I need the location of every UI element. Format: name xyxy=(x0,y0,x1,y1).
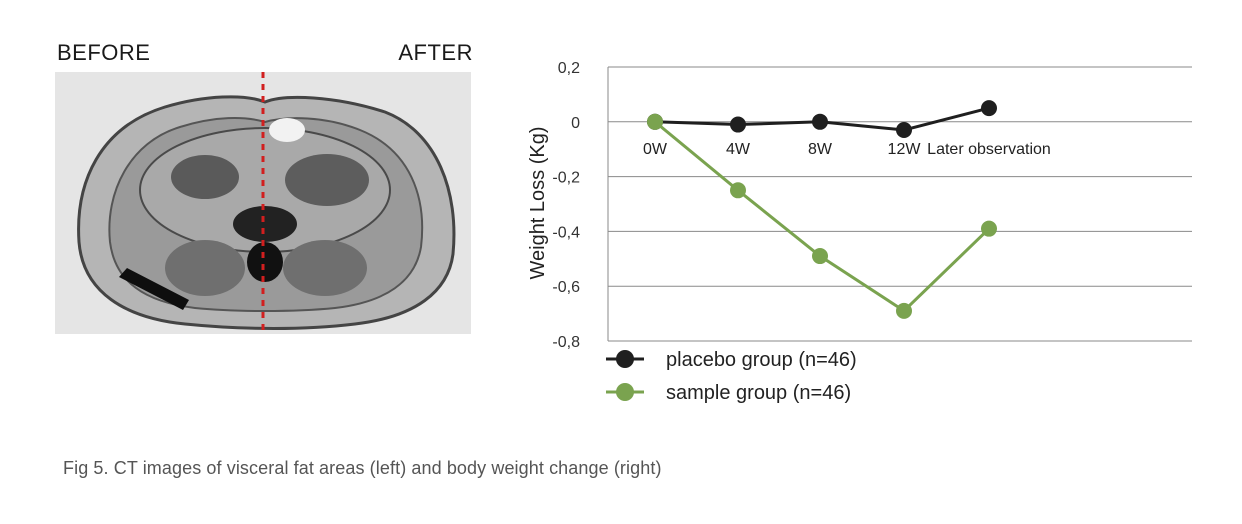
legend-marker-0 xyxy=(616,350,634,368)
data-point xyxy=(730,182,746,199)
weight-chart: 0,2 0 -0,2 -0,4 -0,6 -0,8 Weight Loss (Kg) 0W 4W… xyxy=(527,60,1192,404)
x-tick-label: 4W xyxy=(726,141,751,158)
data-point xyxy=(981,100,997,117)
legend-label-0: placebo group (n=46) xyxy=(666,349,857,371)
after-label: AFTER xyxy=(398,40,473,65)
data-point xyxy=(730,116,746,133)
ct-scan-svg xyxy=(55,72,471,334)
data-point xyxy=(981,220,997,237)
y-tick-label: -0,6 xyxy=(552,279,580,296)
y-tick-label: 0 xyxy=(571,115,580,132)
x-tick-label: 12W xyxy=(888,141,922,158)
y-tick-label: -0,4 xyxy=(552,224,580,241)
muscle-left xyxy=(165,240,245,296)
data-point xyxy=(896,302,912,319)
x-tick-label: 0W xyxy=(643,141,668,158)
ct-panel: BEFORE AFTER xyxy=(55,40,475,335)
muscle-right xyxy=(283,240,367,296)
data-point xyxy=(812,113,828,130)
before-label: BEFORE xyxy=(57,40,151,65)
ct-scan-image xyxy=(55,72,471,334)
x-tick-label: Later observation xyxy=(927,141,1051,158)
x-tick-label: 8W xyxy=(808,141,833,158)
data-point xyxy=(647,113,663,130)
spinal-canal xyxy=(247,242,283,282)
data-point xyxy=(896,122,912,139)
y-tick-label: -0,8 xyxy=(552,334,580,351)
y-tick-label: -0,2 xyxy=(552,170,580,187)
legend-marker-1 xyxy=(616,383,634,401)
legend-label-1: sample group (n=46) xyxy=(666,382,851,404)
y-axis-label: Weight Loss (Kg) xyxy=(527,126,549,279)
y-tick-label: 0,2 xyxy=(558,60,580,77)
vertebra xyxy=(233,206,297,242)
chart-container: 0,2 0 -0,2 -0,4 -0,6 -0,8 Weight Loss (Kg) 0W 4W… xyxy=(520,40,1220,420)
bright-spot xyxy=(269,118,305,142)
organ-right xyxy=(285,154,369,206)
data-point xyxy=(812,248,828,265)
figure-caption: Fig 5. CT images of visceral fat areas (… xyxy=(63,458,662,478)
organ-left xyxy=(171,155,239,199)
dark-band xyxy=(119,268,189,310)
